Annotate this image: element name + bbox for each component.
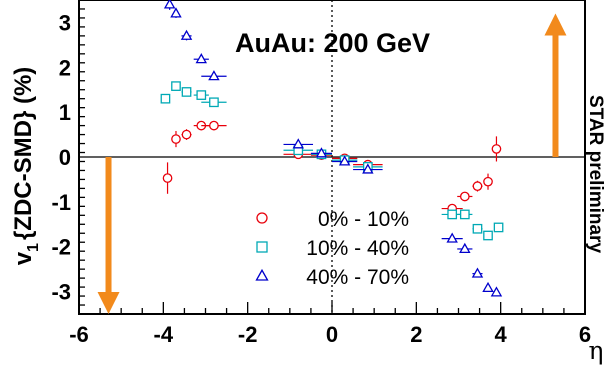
data-point bbox=[201, 70, 227, 81]
watermark: STAR preliminary bbox=[585, 95, 606, 253]
arrow-down bbox=[97, 157, 120, 314]
data-point bbox=[162, 162, 173, 194]
x-axis-label: η bbox=[589, 336, 604, 365]
x-tick-label: 4 bbox=[495, 322, 508, 347]
legend-entry: 0% - 10% bbox=[256, 208, 409, 231]
data-point bbox=[180, 29, 193, 41]
y-axis-label-rest: {ZDC-SMD} (%) bbox=[10, 67, 37, 240]
x-tick-label: 6 bbox=[579, 322, 591, 347]
svg-text:v1{ZDC-SMD} (%): v1 {ZDC-SMD} (%) bbox=[10, 67, 42, 266]
y-axis-label-main: v bbox=[10, 251, 37, 265]
x-tick-label: -4 bbox=[154, 322, 174, 347]
data-point bbox=[472, 180, 483, 192]
data-point bbox=[491, 136, 502, 162]
data-point bbox=[181, 87, 192, 97]
y-tick-label: 0 bbox=[59, 145, 71, 170]
legend-label: 0% - 10% bbox=[318, 208, 409, 231]
data-point bbox=[201, 120, 227, 131]
y-tick-label: -3 bbox=[51, 280, 71, 305]
chart-title: AuAu: 200 GeV bbox=[235, 28, 430, 58]
data-point bbox=[283, 138, 314, 149]
legend: 0% - 10% 10% - 40% 40% - 70% bbox=[255, 208, 409, 289]
data-point bbox=[490, 286, 503, 297]
legend-label: 10% - 40% bbox=[306, 237, 409, 260]
data-point bbox=[163, 0, 176, 10]
data-point bbox=[171, 130, 181, 148]
data-point bbox=[441, 232, 463, 243]
x-tick-label: 2 bbox=[410, 322, 422, 347]
data-point bbox=[160, 93, 171, 104]
legend-marker bbox=[256, 241, 268, 253]
arrow-up bbox=[544, 13, 567, 157]
series-2 bbox=[163, 0, 503, 297]
data-point bbox=[193, 90, 209, 100]
x-tick-label: -2 bbox=[238, 322, 258, 347]
x-tick-label: 0 bbox=[326, 322, 338, 347]
x-tick-label: -6 bbox=[69, 322, 89, 347]
data-point bbox=[332, 155, 358, 166]
y-tick-label: 3 bbox=[59, 10, 71, 35]
data-point bbox=[483, 230, 493, 241]
data-point bbox=[193, 53, 209, 64]
data-point bbox=[181, 129, 192, 140]
y-tick-label: 2 bbox=[59, 55, 71, 80]
data-point bbox=[482, 281, 494, 293]
legend-entry: 10% - 40% bbox=[256, 237, 409, 260]
data-point bbox=[170, 7, 182, 18]
data-point bbox=[201, 97, 227, 108]
y-tick-label: 1 bbox=[59, 100, 71, 125]
data-point bbox=[471, 267, 484, 278]
data-point bbox=[353, 163, 383, 174]
legend-label: 40% - 70% bbox=[306, 266, 409, 289]
data-point bbox=[483, 173, 493, 190]
legend-entry: 40% - 70% bbox=[255, 266, 409, 289]
data-point bbox=[171, 81, 181, 91]
data-point bbox=[457, 242, 473, 253]
y-axis-label-sub: 1 bbox=[25, 243, 42, 252]
y-tick-label: -2 bbox=[51, 235, 71, 260]
data-point bbox=[457, 209, 473, 220]
data-point bbox=[441, 209, 463, 220]
y-axis-label: v1 {ZDC-SMD} (%) bbox=[10, 67, 42, 266]
data-point bbox=[310, 147, 332, 158]
legend-marker bbox=[256, 212, 268, 224]
legend-marker bbox=[255, 268, 269, 281]
data-point bbox=[493, 222, 504, 233]
data-point bbox=[472, 223, 483, 234]
y-tick-label: -1 bbox=[51, 190, 71, 215]
data-point bbox=[457, 191, 473, 202]
